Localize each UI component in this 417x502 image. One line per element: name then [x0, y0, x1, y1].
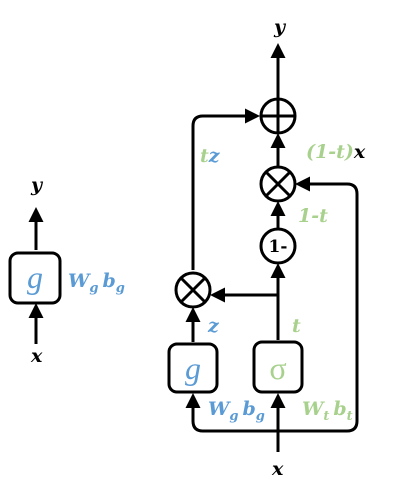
one-minus-t-label: 1-t	[298, 205, 328, 227]
left-unit: y g x Wg bg	[8, 174, 125, 367]
circle-plus-icon	[259, 97, 297, 135]
one-minus-label: 1-	[269, 237, 288, 257]
tz-label: tz	[200, 145, 221, 167]
left-output-label: y	[30, 174, 44, 196]
circle-times-icon	[174, 271, 212, 309]
right-g-label: g	[185, 350, 201, 386]
arrow-x-to-g	[185, 393, 278, 433]
right-output-label: y	[273, 16, 287, 38]
sigma-box	[252, 340, 304, 394]
right-unit: y tz (1-t)x 1-t 1-	[167, 16, 366, 480]
arrow-x-to-carry	[278, 176, 359, 433]
carry-label: (1-t)x	[306, 141, 366, 163]
path-tz	[191, 108, 260, 270]
t-label: t	[292, 315, 301, 337]
wg-label: Wg bg	[208, 398, 265, 424]
left-weight-label: Wg bg	[68, 270, 125, 296]
sigma-label: σ	[269, 350, 286, 386]
left-g-label: g	[27, 259, 43, 295]
wt-label: Wt bt	[302, 398, 353, 424]
right-g-box	[167, 342, 219, 394]
right-input-label: x	[271, 458, 284, 480]
left-input-label: x	[30, 345, 43, 367]
circle-times-icon	[259, 165, 297, 203]
z-label: z	[207, 315, 220, 337]
